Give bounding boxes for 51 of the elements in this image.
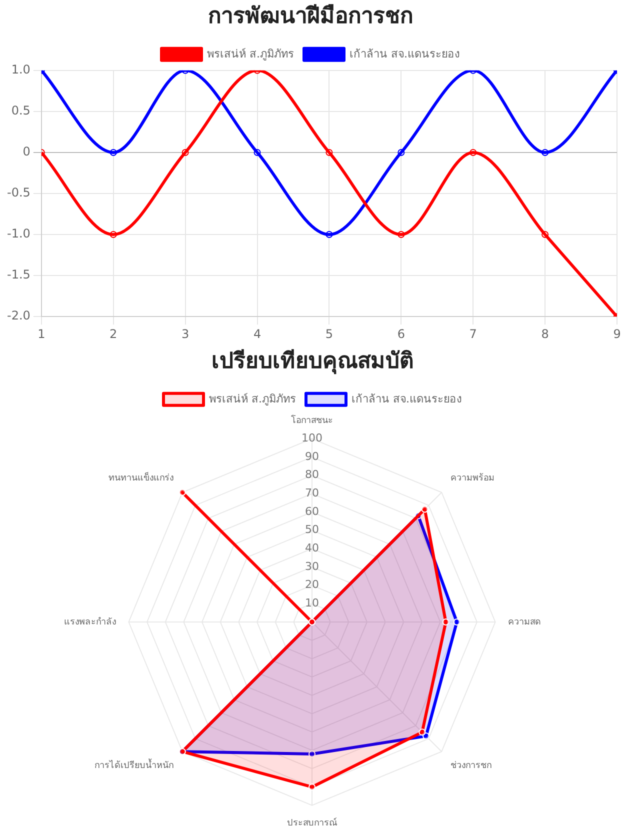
point: [110, 148, 117, 156]
point: [182, 148, 189, 156]
y-tick-label: 0: [22, 144, 30, 159]
x-tick-label: 1: [38, 326, 46, 341]
x-tick-label: 9: [613, 326, 621, 341]
spoke-label: ช่วงการชก: [450, 761, 492, 772]
x-tick-label: 4: [253, 326, 262, 341]
spoke-label: ทนทานแข็งแกร่ง: [108, 470, 174, 484]
point: [470, 148, 477, 156]
chart-title: การพัฒนาฝีมือการชก: [208, 4, 413, 29]
x-tick-label: 6: [397, 326, 405, 341]
legend-label: เก้าล้าน สจ.แดนระยอง: [350, 47, 460, 60]
y-tick-label: 0.5: [11, 104, 30, 118]
y-tick-label: 10: [305, 596, 319, 610]
y-tick-label: 70: [305, 486, 319, 500]
point: [398, 231, 405, 238]
y-tick-label: 20: [305, 578, 319, 592]
y-tick-label: 90: [305, 450, 319, 463]
chart-title: เปรียบเทียบคุณสมบัติ: [212, 348, 414, 375]
spoke-label: แรงพละกำลัง: [64, 616, 116, 628]
spoke-label: ประสบการณ์: [287, 816, 337, 829]
y-tick-label: 1.0: [11, 62, 30, 77]
y-tick-label: 40: [305, 542, 319, 555]
point: [542, 148, 549, 156]
y-tick-label: -1.5: [6, 268, 30, 282]
point: [398, 148, 405, 156]
y-tick-label: -0.5: [6, 186, 30, 200]
y-tick-label: -1.0: [6, 226, 30, 241]
x-tick-label: 2: [110, 326, 118, 341]
y-tick-label: 60: [305, 504, 319, 518]
spoke-label: ความพร้อม: [450, 472, 494, 484]
legend-label: พรเสน่ห์ ส.ภูมิภัทร: [209, 392, 296, 406]
legend-label: เก้าล้าน สจ.แดนระยอง: [352, 392, 462, 406]
y-tick-label: 100: [302, 432, 322, 445]
y-tick-label: 80: [305, 468, 319, 482]
x-tick-label: 3: [181, 326, 190, 341]
spoke-label: การได้เปรียบน้ำหนัก: [94, 758, 174, 772]
spoke-label: ความสด: [508, 617, 541, 628]
x-tick-label: 5: [325, 326, 334, 341]
spoke-label: โอกาสชนะ: [291, 415, 333, 426]
legend-label: พรเสน่ห์ ส.ภูมิภัทร: [207, 47, 294, 60]
point: [326, 148, 333, 156]
point: [542, 231, 549, 238]
x-tick-label: 7: [469, 326, 477, 341]
point: [110, 231, 117, 238]
x-tick-label: 8: [541, 326, 549, 341]
y-tick-label: 50: [305, 523, 319, 536]
y-tick-label: 30: [305, 560, 319, 573]
y-tick-label: -2.0: [6, 308, 30, 323]
point: [254, 148, 261, 156]
point: [326, 231, 333, 238]
